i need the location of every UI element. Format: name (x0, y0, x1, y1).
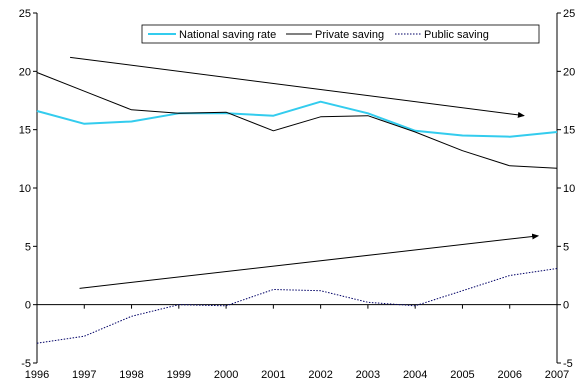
legend-label-private: Private saving (315, 29, 384, 41)
x-tick-label: 1997 (72, 369, 96, 381)
legend: National saving rate Private saving Publ… (141, 24, 540, 44)
y-tick-label-left: 20 (19, 66, 31, 78)
series-group (36, 72, 558, 344)
x-tick-label: 2000 (214, 369, 238, 381)
y-tick-label-left: 5 (25, 241, 31, 253)
y-tick-label-right: -5 (563, 358, 573, 370)
y-tick-label-left: 25 (19, 8, 31, 20)
y-tick-label-left: -5 (21, 358, 31, 370)
trend-arrow-down (70, 56, 525, 118)
y-tick-label-left: 0 (25, 300, 31, 312)
y-tick-label-right: 15 (563, 125, 575, 137)
legend-label-national: National saving rate (179, 29, 276, 41)
annotations (70, 56, 540, 289)
series-national-saving-rate (36, 100, 558, 138)
y-tick-label-right: 20 (563, 66, 575, 78)
y-tick-label-right: 0 (563, 300, 569, 312)
y-tick-label-right: 25 (563, 8, 575, 20)
x-tick-label: 2006 (497, 369, 521, 381)
y-tick-label-left: 15 (19, 125, 31, 137)
series-private-saving (36, 72, 558, 169)
series-public-saving (36, 268, 558, 344)
x-tick-label: 1998 (119, 369, 143, 381)
trend-arrow-up (79, 233, 540, 289)
x-tick-label: 1999 (167, 369, 191, 381)
x-tick-label: 2005 (450, 369, 474, 381)
x-tick-label: 2003 (356, 369, 380, 381)
x-tick-label: 2004 (403, 369, 427, 381)
x-tick-label: 2007 (545, 369, 569, 381)
y-tick-label-left: 10 (19, 183, 31, 195)
x-tick-label: 2001 (261, 369, 285, 381)
y-tick-label-right: 10 (563, 183, 575, 195)
legend-label-public: Public saving (424, 29, 489, 41)
axes: -5 -5 0 0 5 5 10 10 15 15 20 20 25 25 1996 1997 1998 1999… (19, 8, 575, 381)
y-tick-label-right: 5 (563, 241, 569, 253)
x-tick-label: 2002 (308, 369, 332, 381)
x-tick-label: 1996 (25, 369, 49, 381)
legend-box (141, 24, 540, 44)
